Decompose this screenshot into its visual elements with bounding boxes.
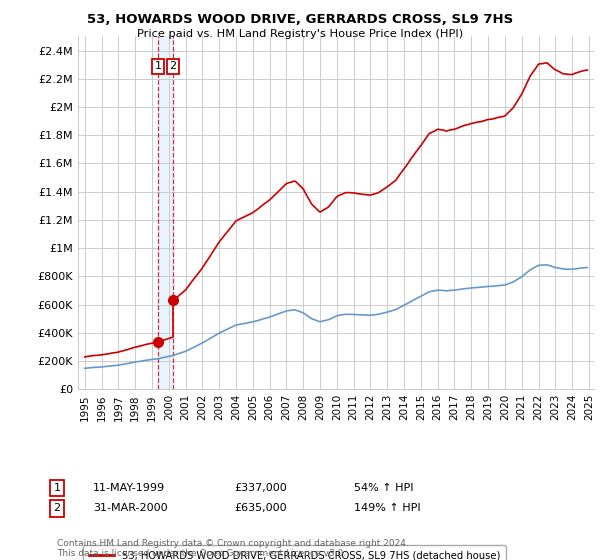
Text: 2: 2 <box>169 62 176 71</box>
Text: £337,000: £337,000 <box>234 483 287 493</box>
Text: 54% ↑ HPI: 54% ↑ HPI <box>354 483 413 493</box>
Text: Price paid vs. HM Land Registry's House Price Index (HPI): Price paid vs. HM Land Registry's House … <box>137 29 463 39</box>
Text: 11-MAY-1999: 11-MAY-1999 <box>93 483 165 493</box>
Text: 1: 1 <box>53 483 61 493</box>
Bar <box>158 36 173 389</box>
Text: 31-MAR-2000: 31-MAR-2000 <box>93 503 167 514</box>
Text: Contains HM Land Registry data © Crown copyright and database right 2024.
This d: Contains HM Land Registry data © Crown c… <box>57 539 409 558</box>
Text: 1: 1 <box>155 62 161 71</box>
Text: 2: 2 <box>53 503 61 514</box>
Text: £635,000: £635,000 <box>234 503 287 514</box>
Legend: 53, HOWARDS WOOD DRIVE, GERRARDS CROSS, SL9 7HS (detached house), HPI: Average p: 53, HOWARDS WOOD DRIVE, GERRARDS CROSS, … <box>83 545 506 560</box>
Text: 149% ↑ HPI: 149% ↑ HPI <box>354 503 421 514</box>
Text: 53, HOWARDS WOOD DRIVE, GERRARDS CROSS, SL9 7HS: 53, HOWARDS WOOD DRIVE, GERRARDS CROSS, … <box>87 13 513 26</box>
